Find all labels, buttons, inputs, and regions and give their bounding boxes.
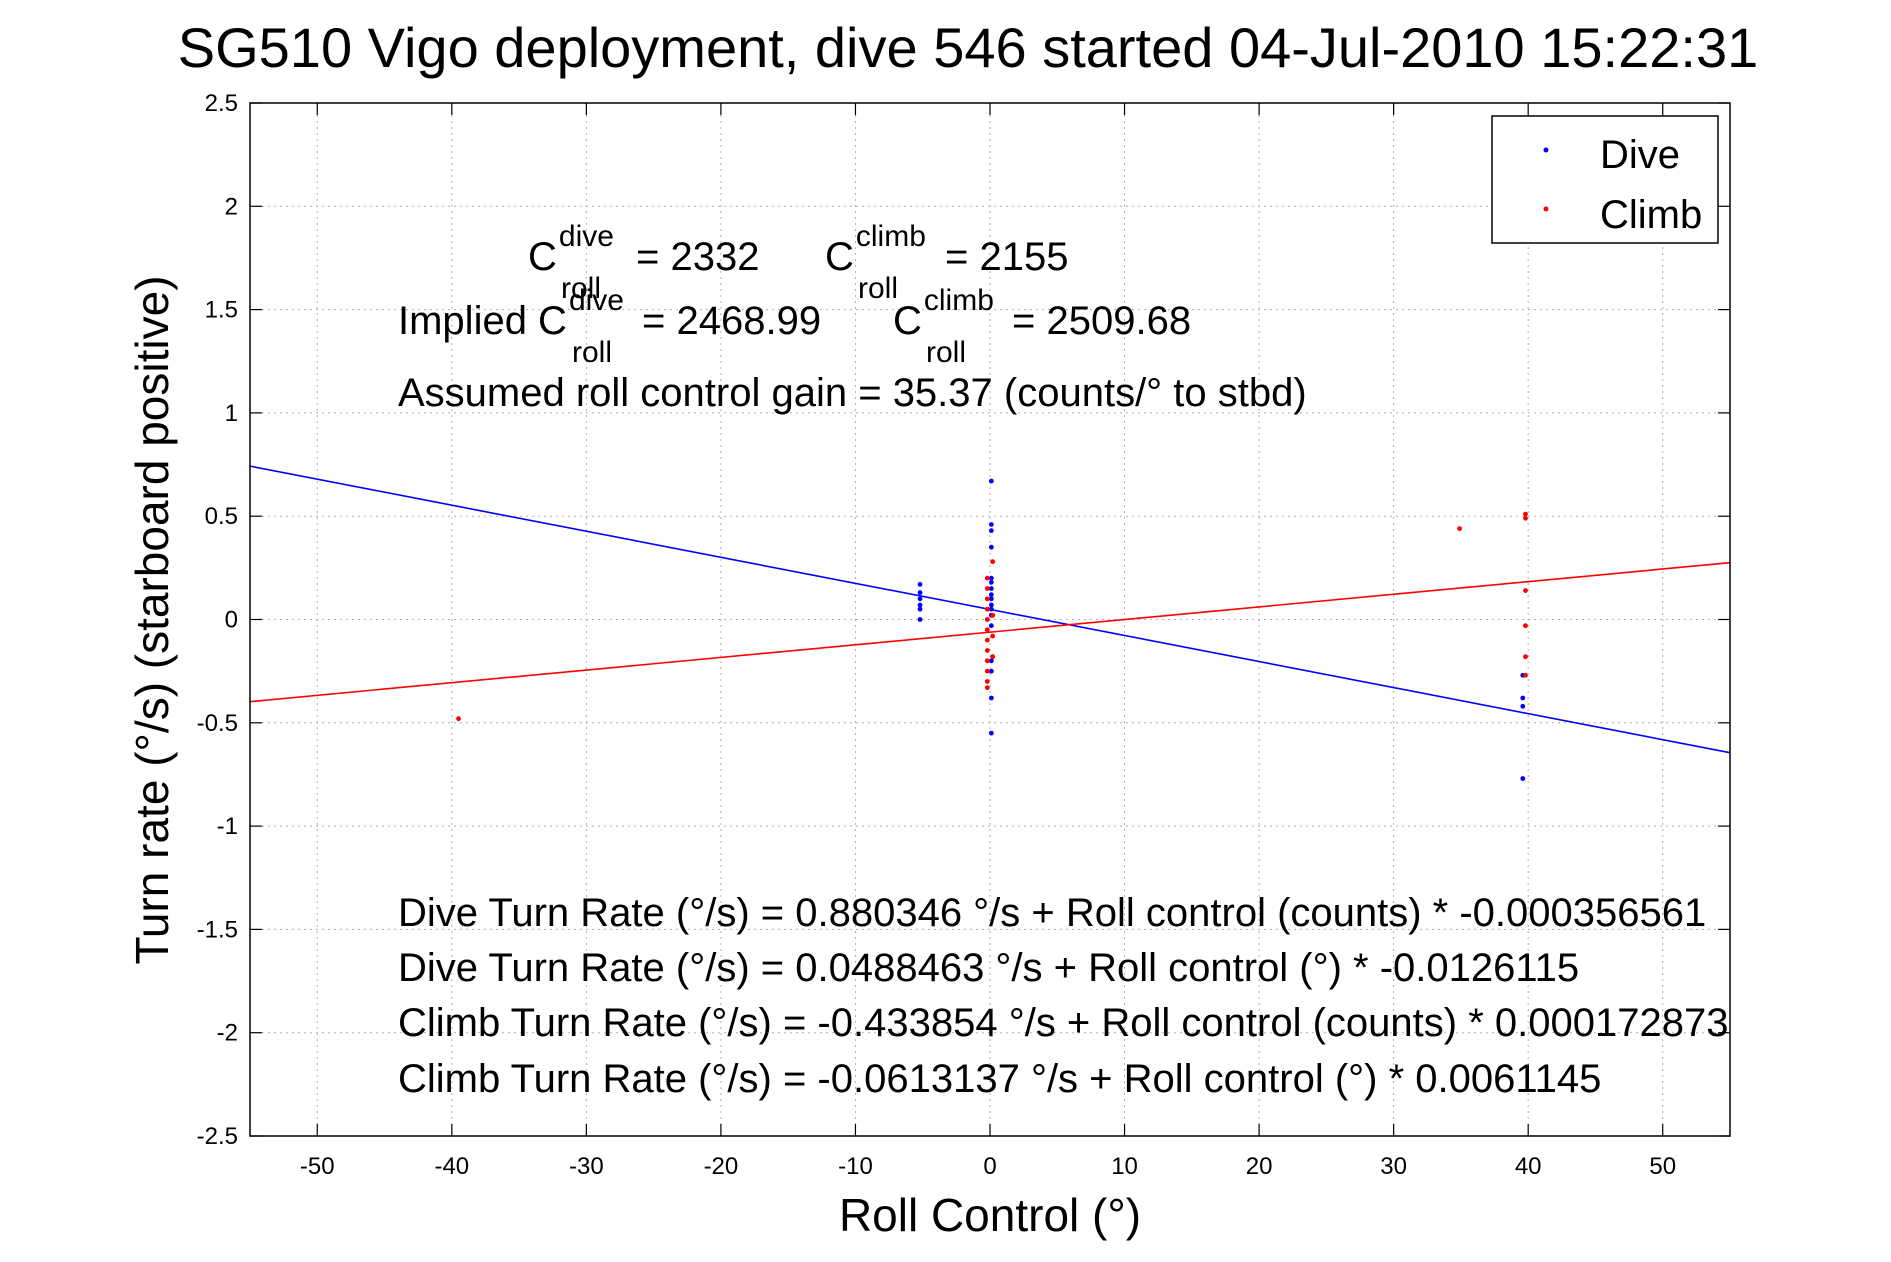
dive-data-point	[988, 592, 994, 598]
legend-label-dive: Dive	[1600, 133, 1680, 177]
dive-data-point	[988, 623, 994, 629]
climb-data-point	[990, 559, 996, 565]
y-tick-label: 2	[225, 193, 238, 220]
climb-data-point	[984, 575, 990, 581]
dive-data-point	[917, 617, 923, 622]
equation-dive-degrees: Dive Turn Rate (°/s) = 0.0488463 °/s + R…	[398, 946, 1579, 990]
y-axis-label: Turn rate (°/s) (starboard positive)	[126, 275, 178, 964]
x-axis-label: Roll Control (°)	[839, 1189, 1141, 1241]
dive-data-point	[917, 596, 923, 602]
legend: Dive Climb	[1491, 115, 1719, 244]
y-tick-label: -2.5	[197, 1123, 238, 1150]
y-tick-label: 0.5	[205, 503, 238, 530]
dive-data-point	[988, 606, 994, 612]
equation-climb-counts: Climb Turn Rate (°/s) = -0.433854 °/s + …	[398, 1001, 1728, 1045]
dive-data-point	[988, 544, 994, 550]
climb-data-point	[1523, 672, 1528, 678]
climb-data-point	[984, 627, 990, 633]
dive-data-point	[1520, 776, 1526, 781]
climb-data-point	[990, 654, 996, 660]
y-tick-label: 2.5	[205, 90, 238, 117]
climb-data-point	[984, 596, 990, 602]
dive-data-point	[988, 596, 994, 602]
climb-data-point	[984, 648, 990, 653]
climb-data-point	[1523, 511, 1528, 517]
dive-data-point	[988, 522, 994, 527]
legend-box	[1491, 115, 1719, 244]
dive-data-point	[917, 581, 923, 587]
dive-data-point	[988, 528, 994, 534]
dive-data-point	[917, 602, 923, 608]
dive-data-point	[988, 668, 994, 674]
y-tick-label: 1.5	[205, 297, 238, 324]
climb-data-point	[1457, 526, 1462, 531]
dive-data-point	[988, 730, 994, 736]
x-tick-label: 10	[1111, 1153, 1138, 1180]
y-tick-label: 1	[225, 400, 238, 427]
x-tick-label: -50	[300, 1153, 335, 1180]
dive-data-point	[988, 579, 994, 585]
climb-data-point	[984, 637, 990, 643]
legend-label-climb: Climb	[1600, 193, 1702, 237]
x-tick-label: 40	[1515, 1153, 1542, 1180]
c-roll-annotations: Cdive roll= 2332 Cclimb roll= 2155 Implied…	[398, 220, 1307, 415]
dive-data-point	[988, 575, 994, 581]
climb-data-point	[1523, 515, 1528, 521]
x-tick-label: -40	[434, 1153, 469, 1180]
climb-fit-line	[249, 561, 1731, 703]
y-tick-label: -0.5	[197, 710, 238, 737]
legend-marker-dive	[1543, 147, 1549, 153]
y-tick-label: -1	[217, 813, 238, 840]
climb-data-point	[984, 658, 990, 664]
y-tick-label: 0	[225, 607, 238, 634]
implied-c-roll-climb: Cclimb roll= 2509.68	[893, 284, 1191, 369]
roll-gain-annotation: Assumed roll control gain = 35.37 (count…	[398, 371, 1307, 415]
climb-data-point	[984, 606, 990, 612]
dive-data-point	[917, 606, 923, 612]
x-tick-label: -30	[569, 1153, 604, 1180]
x-tick-label: 20	[1246, 1153, 1273, 1180]
dive-data-point	[917, 590, 923, 596]
x-tick-label: -10	[838, 1153, 873, 1180]
climb-data-point	[984, 617, 990, 622]
climb-data-point	[984, 668, 990, 674]
dive-data-point	[988, 602, 994, 608]
x-tick-label: -20	[704, 1153, 739, 1180]
legend-marker-climb	[1543, 206, 1549, 212]
equation-dive-counts: Dive Turn Rate (°/s) = 0.880346 °/s + Ro…	[398, 891, 1706, 935]
climb-data-point	[456, 716, 461, 722]
implied-c-roll-dive: Implied Cdive roll= 2468.99	[398, 284, 821, 369]
climb-data-point	[1523, 588, 1528, 593]
chart-title: SG510 Vigo deployment, dive 546 started …	[178, 16, 1759, 79]
climb-data-point	[984, 679, 990, 684]
x-tick-label: 0	[983, 1153, 996, 1180]
axis-ticks: -50 -40 -30 -20 -10 0 10 20 30 40 50-2.5-2-1.5-1-0…	[197, 90, 1730, 1180]
y-tick-label: -2	[217, 1020, 238, 1047]
dive-data-point	[1520, 703, 1526, 709]
x-tick-label: 50	[1649, 1153, 1676, 1180]
dive-data-point	[988, 478, 994, 484]
y-tick-label: -1.5	[197, 916, 238, 943]
climb-data-point	[990, 633, 996, 639]
climb-data-point	[984, 586, 990, 591]
c-roll-dive: Cdive roll= 2332	[528, 220, 759, 305]
dive-data-point	[988, 658, 994, 664]
climb-data-point	[1523, 654, 1528, 660]
dive-data-point	[988, 586, 994, 591]
climb-data-point	[984, 685, 990, 691]
x-tick-label: 30	[1380, 1153, 1407, 1180]
dive-data-point	[988, 695, 994, 701]
climb-data-point	[1523, 623, 1528, 629]
data-points	[456, 478, 1528, 781]
c-roll-climb: Cclimb roll= 2155	[825, 220, 1068, 305]
climb-data-point	[990, 612, 996, 618]
dive-data-point	[1520, 695, 1526, 701]
equation-climb-degrees: Climb Turn Rate (°/s) = -0.0613137 °/s +…	[398, 1057, 1601, 1101]
regression-equations: Dive Turn Rate (°/s) = 0.880346 °/s + Ro…	[398, 891, 1728, 1101]
